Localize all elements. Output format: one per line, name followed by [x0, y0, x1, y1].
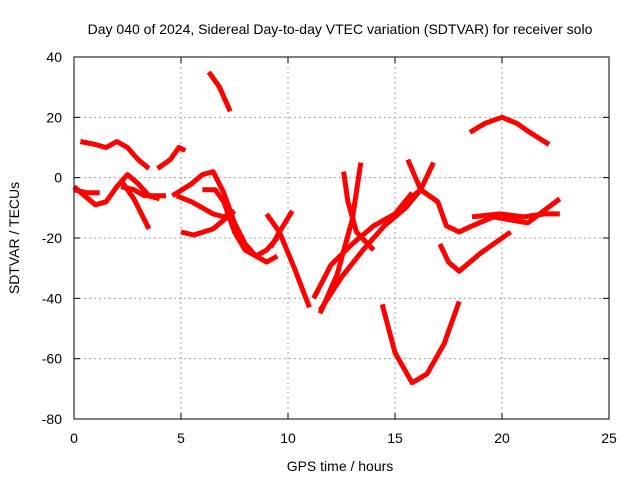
series-arc-13 [268, 209, 295, 249]
series-arc-17 [311, 191, 415, 300]
x-tick-label: 20 [494, 430, 510, 446]
series-arc-18 [405, 158, 562, 235]
x-tick-label: 0 [70, 430, 78, 446]
y-tick-label: -20 [42, 230, 62, 246]
y-tick-label: 0 [54, 170, 62, 186]
x-tick-label: 25 [601, 430, 617, 446]
y-tick-label: 40 [46, 49, 62, 65]
x-tick-label: 15 [387, 430, 403, 446]
y-tick-label: -60 [42, 351, 62, 367]
series-arc-22 [379, 300, 462, 386]
y-axis-label: SDTVAR / TECUs [6, 182, 22, 294]
series-arc-2 [79, 139, 151, 171]
series-arc-5 [73, 187, 100, 196]
series-arc-23 [468, 114, 551, 147]
y-tick-label: -80 [42, 411, 62, 427]
series-arc-21 [437, 229, 513, 274]
series-group [72, 70, 562, 386]
grid [74, 57, 609, 419]
x-tick-label: 10 [280, 430, 296, 446]
x-tick-label: 5 [177, 430, 185, 446]
chart-title: Day 040 of 2024, Sidereal Day-to-day VTE… [88, 21, 593, 37]
series-arc-7 [120, 184, 166, 199]
series-arc-10 [202, 187, 280, 259]
series-arc-12 [264, 212, 312, 309]
series-arc-20 [404, 161, 436, 204]
x-axis-label: GPS time / hours [287, 458, 394, 474]
series-arc-15 [341, 171, 376, 252]
series-arc-19 [471, 211, 560, 220]
series-arc-11 [180, 208, 237, 238]
series-arc-8 [171, 169, 279, 265]
series-arc-3 [156, 145, 187, 171]
ticks: 0 5 10 15 20 25 -80 -60 -40 -20 0 20 40 [42, 49, 617, 446]
y-tick-label: -40 [42, 290, 62, 306]
series-arc-1 [206, 70, 233, 113]
y-tick-label: 20 [46, 109, 62, 125]
series-arc-4 [72, 172, 161, 208]
series-arc-16 [317, 187, 440, 312]
